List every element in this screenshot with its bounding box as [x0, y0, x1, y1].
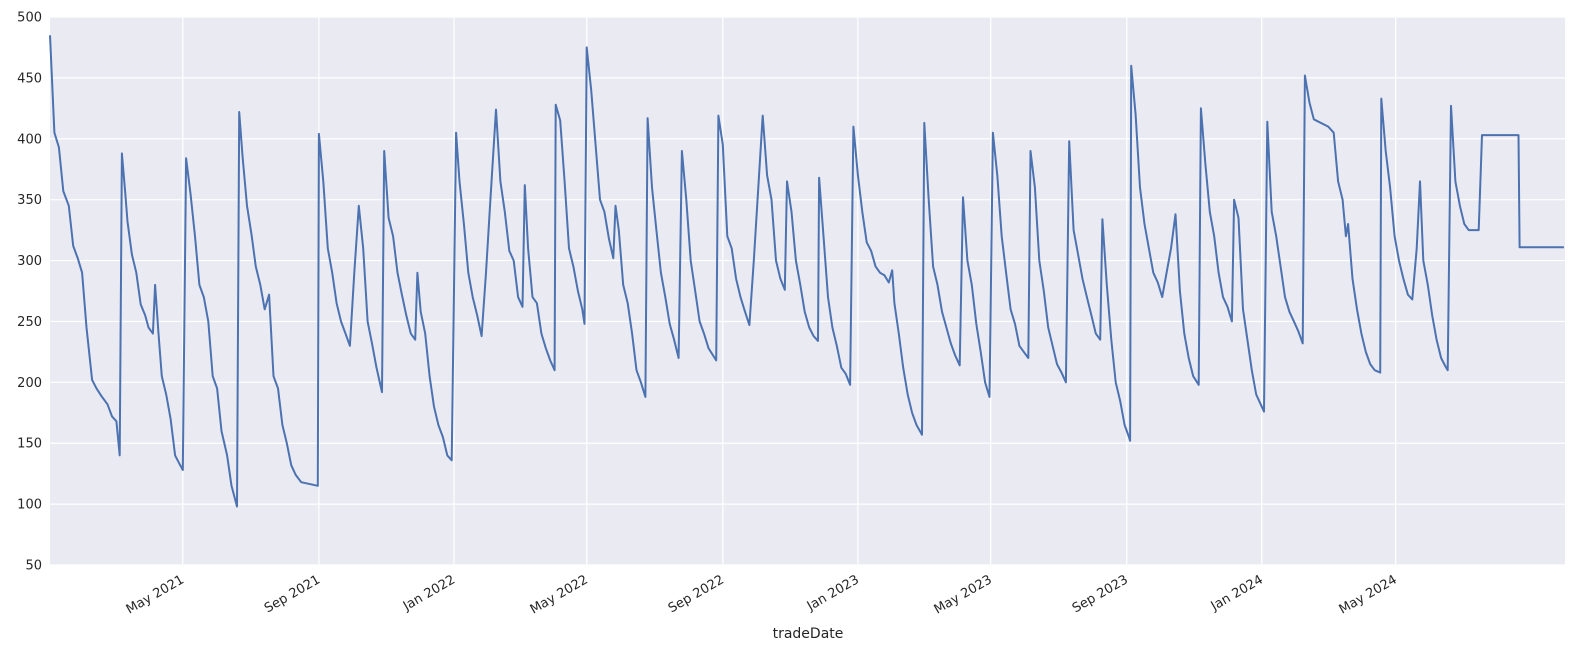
y-tick-label: 200 — [17, 376, 42, 391]
y-tick-label: 400 — [17, 132, 42, 147]
x-tick-label: May 2022 — [528, 572, 591, 617]
x-tick-label: Jan 2024 — [1208, 572, 1266, 614]
x-axis-tick-labels: May 2021 Sep 2021 Jan 2022 May 2022 Sep 2022… — [124, 572, 1400, 617]
y-tick-label: 450 — [17, 71, 42, 86]
x-tick-label: Sep 2022 — [666, 572, 727, 616]
y-tick-label: 150 — [17, 437, 42, 452]
y-tick-label: 100 — [17, 498, 42, 513]
y-tick-label: 300 — [17, 254, 42, 269]
x-tick-label: May 2023 — [932, 572, 995, 617]
x-tick-label: Jan 2023 — [804, 572, 862, 614]
x-tick-label: Sep 2021 — [262, 572, 323, 616]
y-tick-label: 350 — [17, 193, 42, 208]
x-tick-label: May 2024 — [1337, 572, 1400, 617]
y-tick-label: 50 — [25, 559, 42, 574]
x-tick-label: Sep 2023 — [1070, 572, 1131, 616]
plot-background — [50, 17, 1565, 565]
x-axis-label: tradeDate — [773, 626, 844, 642]
series-line — [49, 35, 1564, 508]
y-tick-label: 500 — [17, 11, 42, 26]
y-tick-label: 250 — [17, 315, 42, 330]
y-axis-tick-labels: 50 100 150 200 250 300 350 400 450 500 — [17, 11, 42, 574]
x-tick-label: Jan 2022 — [400, 572, 458, 614]
x-tick-label: May 2021 — [124, 572, 187, 617]
